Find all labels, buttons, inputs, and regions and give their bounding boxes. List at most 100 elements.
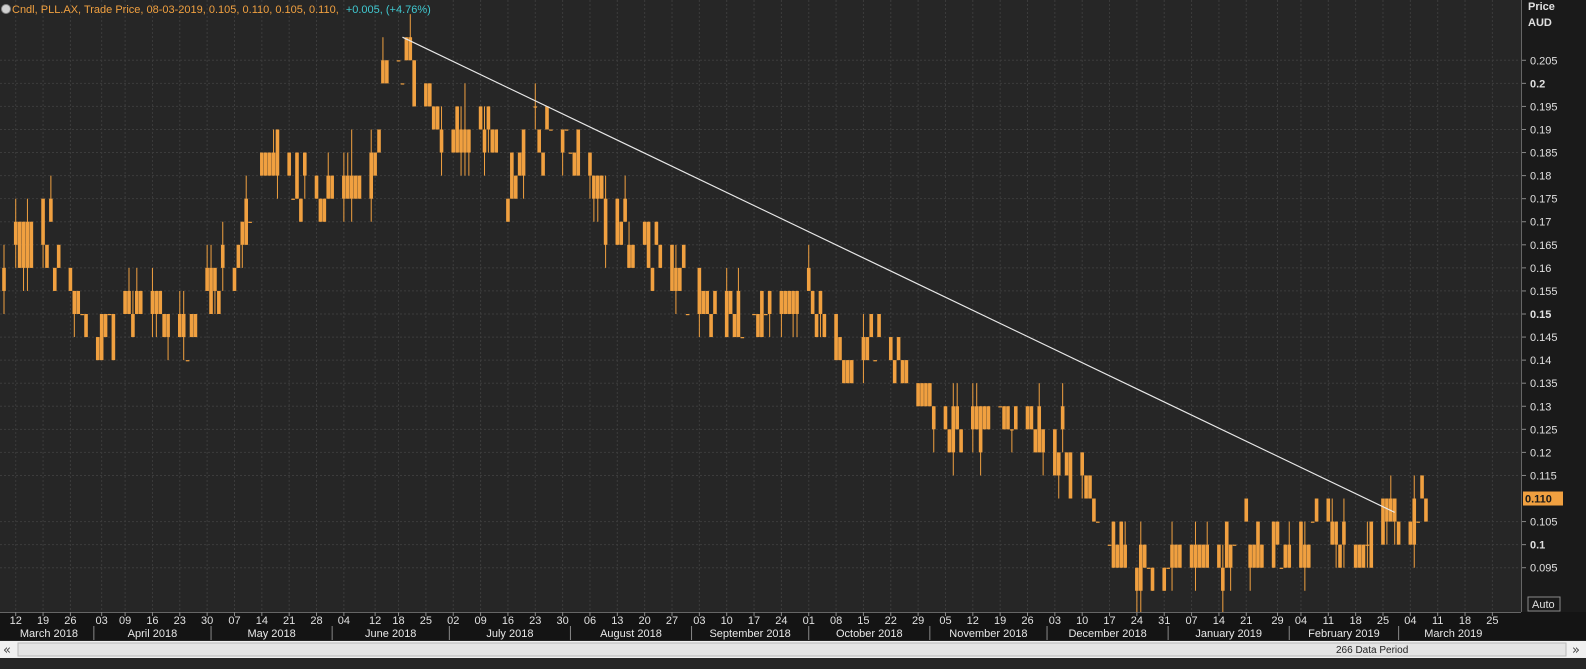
price-axis-title: Price [1528, 1, 1555, 13]
candle-body [1123, 544, 1127, 568]
candle-body [971, 406, 975, 430]
price-tick-label: 0.14 [1530, 355, 1551, 367]
candle-body [806, 267, 811, 291]
candle-body [1092, 498, 1096, 522]
candle-body [41, 198, 45, 245]
candle-body [459, 129, 463, 153]
candle-body [795, 290, 799, 314]
candle-body [467, 129, 471, 153]
date-tick-label: 03 [96, 615, 108, 627]
candle-body [1256, 521, 1260, 568]
price-tick-label: 0.19 [1530, 124, 1551, 136]
candle-body [783, 290, 788, 314]
candle-body [13, 221, 18, 245]
candle-body [1010, 429, 1014, 431]
month-label: July 2018 [486, 628, 533, 640]
date-tick-label: 11 [1323, 615, 1334, 627]
candle-body [1150, 567, 1155, 591]
candle-body [345, 175, 350, 199]
candle-body [1013, 406, 1018, 430]
candle-body [1006, 406, 1010, 430]
candle-body [916, 383, 920, 407]
candle-body [1326, 498, 1331, 522]
candle-body [177, 314, 182, 338]
candle-body [1115, 544, 1120, 568]
auto-button[interactable] [1527, 596, 1561, 612]
candle-body [517, 152, 522, 176]
date-tick-label: 07 [1185, 615, 1197, 627]
candle-body [138, 290, 143, 314]
candle-body [1357, 544, 1362, 568]
candle-body [209, 267, 213, 314]
candle-body [1189, 544, 1194, 568]
candle-body [318, 198, 323, 222]
last-price-label: 0.110 [1525, 494, 1552, 506]
price-tick-label: 0.13 [1530, 401, 1551, 413]
candle-body [248, 221, 252, 223]
date-tick-label: 18 [392, 615, 404, 627]
candle-body [275, 129, 280, 176]
candle-body [678, 267, 682, 291]
candle-body [818, 290, 823, 314]
candle-body [1392, 498, 1397, 522]
candle-body [80, 314, 84, 316]
month-label: October 2018 [836, 628, 903, 640]
candle-body [779, 290, 784, 314]
date-tick-label: 21 [283, 615, 295, 627]
month-label: August 2018 [600, 628, 662, 640]
price-tick-label: 0.175 [1530, 194, 1558, 206]
candle-body [1385, 498, 1389, 522]
candle-body [533, 106, 538, 108]
candle-body [1221, 567, 1225, 591]
date-tick-label: 20 [639, 615, 651, 627]
candle-body [1279, 567, 1284, 569]
candle-body [674, 267, 678, 291]
trendline[interactable] [402, 36, 1395, 513]
scroll-left-button[interactable]: « [3, 643, 11, 658]
price-axis-panel [1522, 0, 1586, 612]
candle-body [654, 221, 659, 245]
candle-body [834, 314, 838, 361]
candle-body [123, 290, 127, 314]
candle-body [424, 83, 428, 107]
price-axis-unit: AUD [1528, 17, 1552, 29]
candle-body [599, 175, 604, 199]
date-tick-label: 18 [1459, 615, 1471, 627]
scrollbar-thumb[interactable] [17, 642, 1567, 657]
date-tick-label: 10 [1076, 615, 1088, 627]
legend-settings-icon[interactable] [1, 4, 11, 14]
candle-body [349, 175, 354, 199]
month-label: September 2018 [709, 628, 790, 640]
candle-body [506, 198, 510, 222]
candle-body [1420, 475, 1424, 499]
candle-body [45, 244, 49, 268]
candle-body [709, 314, 713, 338]
candle-body [1310, 521, 1315, 523]
candle-body [568, 152, 573, 154]
candle-body [232, 267, 237, 291]
candle-body [1338, 544, 1342, 568]
candle-body [213, 267, 217, 291]
scroll-right-button[interactable]: » [1572, 643, 1580, 658]
candle-body [736, 290, 741, 338]
candle-body [791, 290, 795, 314]
candle-body [888, 337, 893, 361]
candle-body [1193, 544, 1198, 568]
date-tick-label: 26 [64, 615, 76, 627]
candle-body [642, 221, 647, 245]
candle-body [986, 406, 991, 430]
candle-body [877, 314, 881, 338]
candle-body [357, 175, 362, 199]
date-tick-label: 07 [228, 615, 240, 627]
candle-body [263, 152, 268, 176]
legend-text: Cndl, PLL.AX, Trade Price, 08-03-2019, 0… [12, 4, 431, 16]
candle-body [353, 175, 358, 199]
candle-body [2, 267, 6, 291]
candle-body [1080, 452, 1084, 476]
date-tick-label: 30 [557, 615, 569, 627]
date-tick-label: 01 [803, 615, 815, 627]
price-tick-label: 0.16 [1530, 263, 1551, 275]
candle-body [326, 175, 331, 199]
candle-body [1303, 544, 1307, 568]
